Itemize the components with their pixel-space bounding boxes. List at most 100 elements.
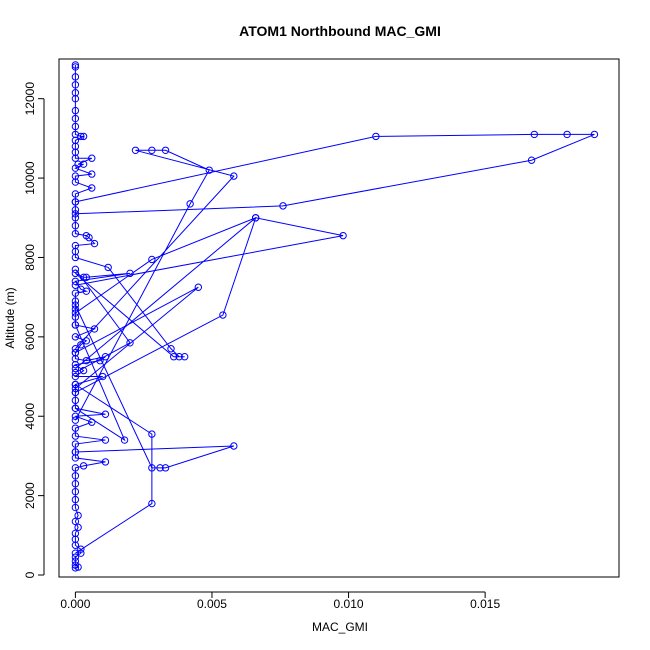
data-point: [205, 166, 213, 174]
data-point: [71, 297, 80, 305]
data-point: [126, 339, 134, 347]
data-point: [219, 311, 227, 319]
data-point: [82, 356, 91, 365]
data-point: [71, 564, 80, 572]
y-tick-label: 2000: [23, 482, 37, 509]
y-tick-label: 0: [23, 571, 37, 578]
data-point: [77, 545, 85, 553]
data-point: [71, 313, 80, 321]
data-point: [71, 178, 80, 186]
y-axis: 0 2000 4000 6000 8000 10000 12000: [23, 82, 45, 578]
data-point: [120, 436, 129, 444]
data-point: [194, 283, 203, 291]
series-layer: [71, 61, 599, 572]
x-axis: 0.000 0.005 0.010 0.015: [60, 591, 500, 611]
data-point: [90, 325, 99, 333]
data-point: [71, 503, 80, 512]
y-tick-label: 4000: [23, 403, 37, 430]
data-point: [71, 122, 80, 131]
data-point: [161, 464, 170, 472]
data-point: [104, 263, 112, 272]
data-point: [71, 472, 80, 480]
series-line: [75, 133, 595, 215]
data-point: [71, 63, 80, 71]
data-point: [339, 231, 347, 240]
data-point: [71, 73, 80, 81]
data-point: [88, 184, 96, 192]
data-point: [71, 61, 80, 69]
data-point: [77, 132, 85, 141]
data-point: [161, 146, 170, 155]
data-point: [590, 130, 599, 139]
y-tick-label: 8000: [23, 244, 37, 271]
data-point: [279, 202, 287, 210]
data-point: [372, 132, 380, 141]
data-point: [79, 366, 88, 375]
data-point: [148, 430, 156, 438]
data-point: [71, 289, 80, 297]
data-point: [170, 353, 178, 361]
data-point: [74, 523, 82, 532]
data-point: [148, 255, 156, 264]
data-point: [71, 440, 80, 448]
x-axis-label: MAC_GMI: [312, 620, 368, 634]
data-point: [71, 424, 80, 432]
data-point: [251, 214, 260, 222]
data-point: [71, 349, 80, 357]
series-line: [75, 217, 344, 369]
series-line: [74, 304, 234, 469]
data-point: [90, 239, 99, 248]
data-point: [71, 368, 80, 377]
data-point: [71, 553, 80, 561]
data-point: [71, 364, 80, 373]
data-point: [71, 360, 80, 369]
data-point: [101, 410, 110, 418]
data-point: [175, 353, 183, 361]
data-point: [71, 495, 80, 504]
data-point: [71, 229, 80, 238]
data-point: [88, 170, 96, 178]
y-tick-label: 6000: [23, 323, 37, 350]
data-point: [71, 206, 80, 214]
data-point: [71, 345, 80, 353]
data-point: [71, 384, 80, 393]
data-point: [230, 442, 238, 450]
data-point: [71, 106, 80, 115]
data-point: [79, 132, 88, 141]
data-point: [71, 301, 80, 309]
data-point: [148, 146, 156, 155]
data-point: [167, 345, 175, 353]
x-tick-label: 0.000: [60, 597, 90, 611]
data-point: [530, 130, 539, 139]
y-axis-label: Altitude (m): [3, 287, 17, 348]
data-point: [71, 487, 80, 496]
data-point: [82, 273, 91, 282]
data-point: [71, 480, 80, 488]
data-point: [71, 404, 80, 412]
data-point: [71, 114, 80, 123]
data-point: [71, 549, 80, 557]
data-point: [88, 154, 96, 162]
data-point: [71, 265, 80, 274]
data-point: [71, 277, 80, 285]
data-point: [101, 436, 110, 444]
data-point: [71, 210, 80, 218]
data-point: [131, 146, 140, 155]
chart-title: ATOM1 Northbound MAC_GMI: [239, 23, 441, 39]
data-point: [186, 200, 194, 208]
data-point: [148, 499, 156, 508]
data-point: [563, 130, 571, 139]
y-tick-label: 10000: [23, 161, 37, 195]
data-point: [71, 388, 80, 397]
data-point: [71, 190, 80, 198]
data-point: [71, 416, 80, 424]
data-point: [71, 432, 80, 440]
data-point: [71, 321, 80, 329]
data-point: [71, 222, 80, 230]
data-point: [230, 172, 238, 180]
plot-frame: [58, 58, 620, 578]
data-point: [74, 511, 82, 520]
data-point: [71, 198, 80, 206]
data-point: [71, 541, 80, 549]
